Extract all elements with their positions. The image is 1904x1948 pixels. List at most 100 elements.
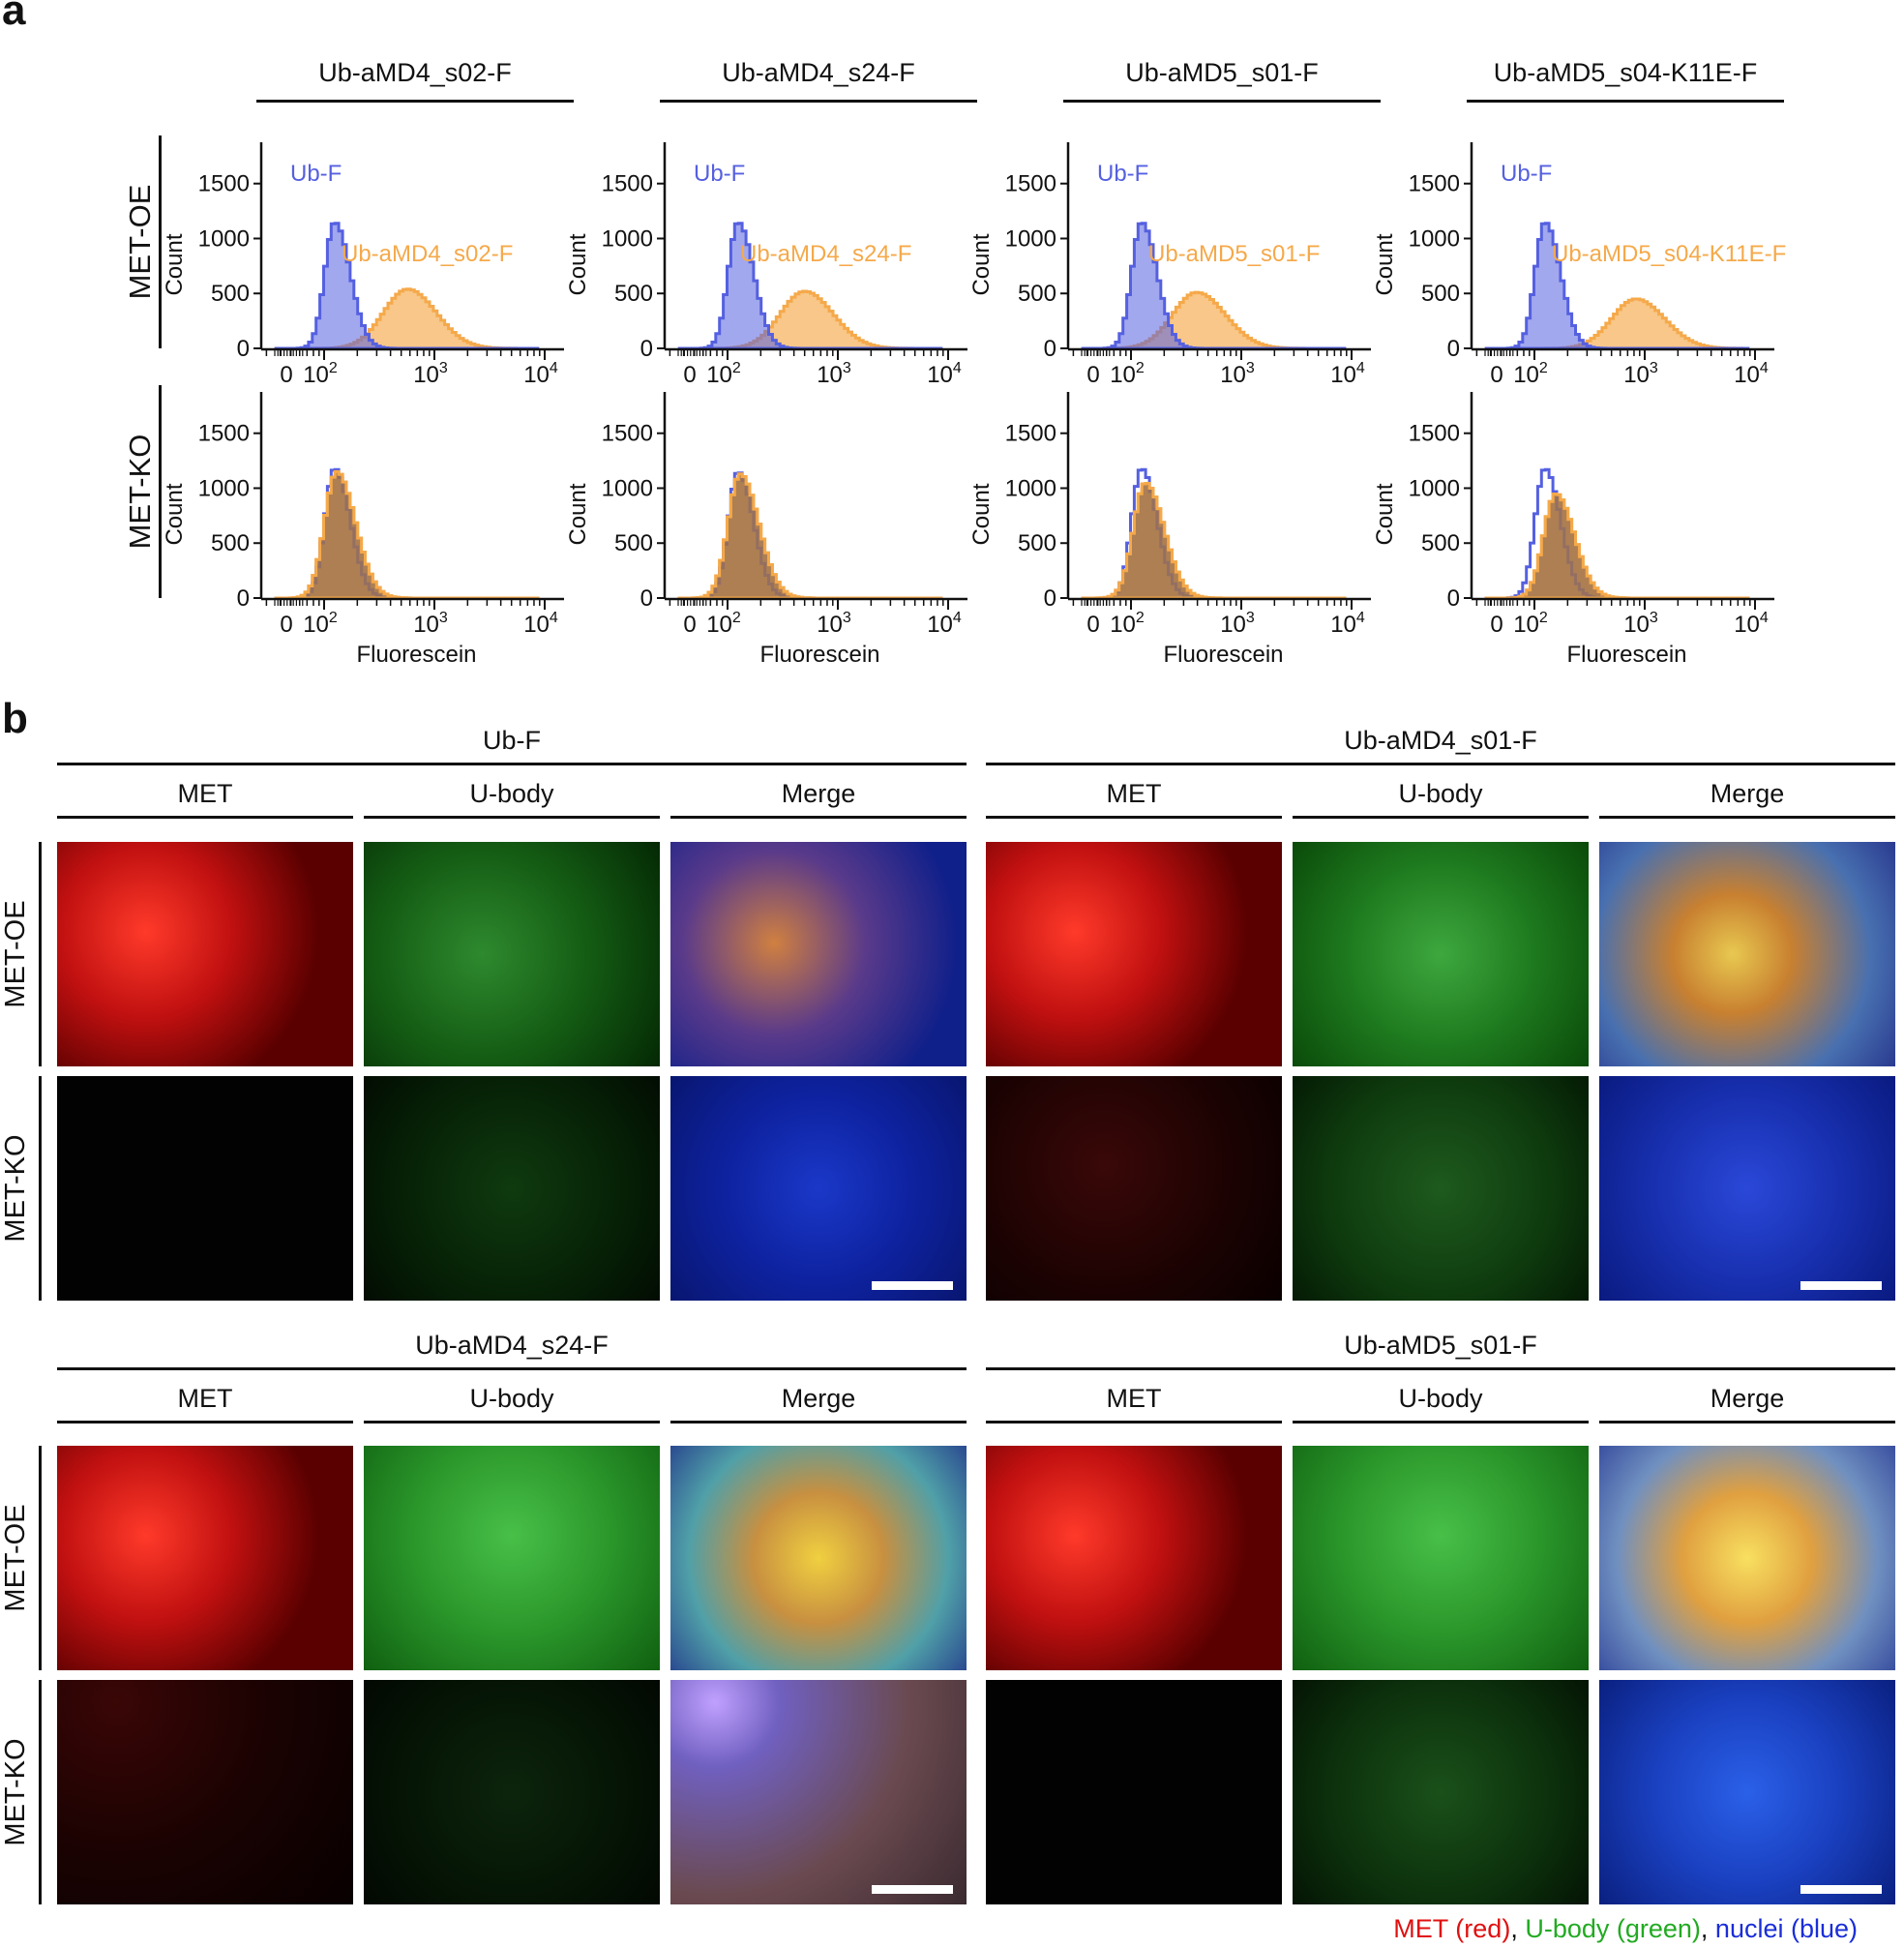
histogram-y-label: Count: [968, 233, 995, 295]
histogram-y-tick-label: 0: [1044, 585, 1056, 612]
histogram-x-tick-label: 104: [1734, 610, 1769, 638]
histogram-control-series: [1081, 467, 1347, 600]
histogram-sample-label: Ub-aMD5_s01-F: [1148, 241, 1320, 267]
histogram-x-tick-label: 104: [927, 610, 962, 638]
micrograph-met-image: [986, 1446, 1282, 1670]
histogram-y-tick-label: 500: [211, 281, 250, 307]
micro-sub-title: MET: [1106, 779, 1162, 808]
histogram-x-tick-label: 102: [1513, 610, 1548, 638]
histogram-control-label: Ub-F: [694, 161, 745, 187]
histogram-x-tick-label: 104: [523, 360, 558, 388]
histogram-y-tick-label: 0: [1447, 336, 1460, 362]
histogram-y-tick-label: 1500: [1409, 421, 1460, 447]
histogram-y-tick-label: 0: [640, 585, 653, 612]
histogram-y-label: Count: [162, 233, 188, 295]
histogram-x-tick-label: 102: [706, 360, 741, 388]
micro-sub-rule: [986, 1421, 1282, 1424]
histogram-x-tick-label: 0: [683, 612, 696, 638]
histogram-x-tick-label: 104: [1330, 610, 1365, 638]
histogram-y-tick-label: 1500: [602, 421, 653, 447]
hist-col-title-1: Ub-aMD4_s02-F: [318, 58, 512, 87]
histogram-x-tick-label: 102: [706, 610, 741, 638]
histogram-x-tick-label: 104: [927, 360, 962, 388]
micro-row-bracket: [39, 1680, 42, 1904]
micro-sub-title: Merge: [1710, 1384, 1785, 1413]
histogram-control-label: Ub-F: [1097, 161, 1148, 187]
hist-col-rule: [660, 100, 977, 103]
micro-group-rule: [57, 1367, 967, 1370]
micro-group-title-1: Ub-F: [483, 726, 541, 755]
histogram-y-tick-label: 1000: [1409, 475, 1460, 501]
micrograph-merge-image: [1599, 842, 1895, 1066]
micrograph-ubody-image: [364, 1076, 660, 1301]
micro-sub-title: MET: [177, 1384, 233, 1413]
micro-row-label-oe: MET-OE: [0, 1504, 31, 1612]
micro-sub-title: U-body: [469, 1384, 554, 1413]
legend-separator: ,: [1510, 1914, 1526, 1943]
micro-sub-title: U-body: [1398, 1384, 1483, 1413]
micro-group-title-2: Ub-aMD4_s01-F: [1344, 726, 1537, 755]
histogram-x-tick-label: 103: [1623, 610, 1658, 638]
histogram-sample-label: Ub-aMD4_s02-F: [342, 241, 513, 267]
histogram-y-tick-label: 0: [237, 585, 250, 612]
histogram-sample-label: Ub-aMD5_s04-K11E-F: [1552, 241, 1786, 267]
micro-sub-rule: [1599, 816, 1895, 819]
histogram-overlap-series: [1081, 482, 1347, 600]
histogram-y-tick-label: 500: [1018, 281, 1056, 307]
histogram-y-tick-label: 1500: [198, 171, 250, 197]
micrograph-met-image: [57, 1680, 353, 1904]
micro-sub-title: U-body: [1398, 779, 1483, 808]
micro-row-bracket: [39, 1076, 42, 1301]
histogram-control-label: Ub-F: [1501, 161, 1552, 187]
scale-bar: [1800, 1885, 1882, 1894]
histogram-y-tick-label: 500: [211, 530, 250, 556]
hist-row-bracket: [159, 385, 162, 598]
micro-row-bracket: [39, 842, 42, 1066]
histogram-y-tick-label: 500: [1018, 530, 1056, 556]
micrograph-merge-image: [670, 1680, 967, 1904]
histogram-x-tick-label: 102: [1110, 360, 1145, 388]
histogram-y-tick-label: 1500: [1005, 421, 1056, 447]
histogram-x-tick-label: 0: [683, 362, 696, 388]
histogram-x-tick-label: 103: [817, 610, 851, 638]
hist-col-rule: [256, 100, 574, 103]
histogram-y-label: Count: [968, 483, 995, 545]
histogram-x-tick-label: 0: [1086, 362, 1099, 388]
scale-bar: [1800, 1281, 1882, 1290]
micro-sub-rule: [1293, 816, 1589, 819]
histogram-y-label: Count: [565, 483, 591, 545]
micro-sub-title: U-body: [469, 779, 554, 808]
micro-row-label-ko: MET-KO: [0, 1134, 31, 1243]
histogram-x-tick-label: 0: [280, 362, 292, 388]
histogram-x-tick-label: 103: [413, 610, 448, 638]
micro-sub-title: Merge: [781, 779, 856, 808]
micrograph-met-image: [986, 1680, 1282, 1904]
histogram-x-label: Fluorescein: [356, 642, 476, 668]
histogram-x-tick-label: 103: [1623, 360, 1658, 388]
histogram-overlap-series: [677, 472, 943, 600]
histogram-y-tick-label: 1000: [602, 225, 653, 252]
micro-sub-rule: [364, 1421, 660, 1424]
histogram-y-tick-label: 1000: [198, 475, 250, 501]
histogram-grid: 0 500 1000 1500 102 103 104 0 Count Ub-F Ub-aMD4_s…: [162, 142, 1786, 668]
micro-sub-rule: [986, 816, 1282, 819]
histogram-y-tick-label: 500: [1421, 281, 1460, 307]
micro-sub-title: MET: [1106, 1384, 1162, 1413]
legend-separator: ,: [1700, 1914, 1715, 1943]
micro-row-label-oe: MET-OE: [0, 900, 31, 1008]
panel-b-letter: b: [2, 695, 28, 742]
micro-group-title-3: Ub-aMD4_s24-F: [415, 1331, 609, 1360]
histogram-x-tick-label: 102: [1110, 610, 1145, 638]
micrograph-ubody-image: [1293, 842, 1589, 1066]
histogram-y-tick-label: 0: [1447, 585, 1460, 612]
histogram-x-tick-label: 102: [1513, 360, 1548, 388]
micrograph-merge-image: [670, 1076, 967, 1301]
micro-row-label-ko: MET-KO: [0, 1738, 31, 1846]
histogram-y-tick-label: 1000: [1005, 475, 1056, 501]
scale-bar: [872, 1281, 953, 1290]
histogram-y-tick-label: 0: [1044, 336, 1056, 362]
micro-sub-title: MET: [177, 779, 233, 808]
histogram-y-tick-label: 1500: [198, 421, 250, 447]
histogram-y-label: Count: [1372, 233, 1398, 295]
histogram-control-label: Ub-F: [290, 161, 342, 187]
